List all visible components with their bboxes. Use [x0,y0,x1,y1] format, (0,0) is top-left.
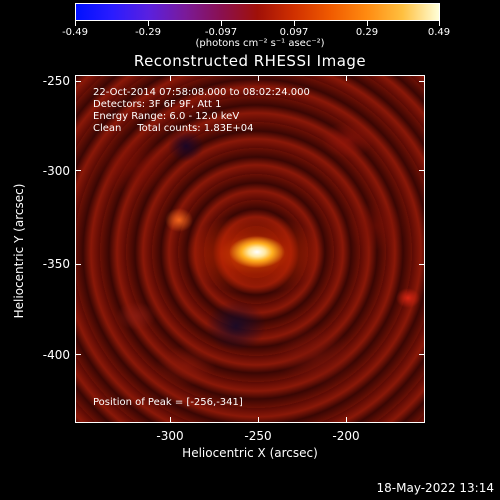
colorbar-tick-label: -0.49 [62,27,88,38]
colorbar [75,3,440,21]
peak-position: Position of Peak = [-256,-341] [93,397,243,408]
rhessi-image [75,75,425,423]
y-tick-label: -300 [42,164,70,178]
x-tick [346,417,347,423]
x-axis-title: Heliocentric X (arcsec) [182,446,318,460]
y-tick [75,264,81,265]
colorbar-tick-label: 0.097 [279,27,309,38]
y-tick [75,81,81,82]
colorbar-tick-label: 0.29 [355,27,379,38]
y-tick-label: -350 [42,257,70,271]
y-tick-right [419,81,425,82]
image-title: Reconstructed RHESSI Image [133,52,367,70]
y-tick-right [419,264,425,265]
colorbar-tick-label: -0.29 [135,27,161,38]
x-tick-top [346,75,347,81]
x-tick-top [258,75,259,81]
x-tick-label: -300 [156,429,184,443]
x-tick-label: -200 [332,429,360,443]
y-tick-right [419,354,425,355]
timestamp: 18-May-2022 13:14 [376,481,494,495]
colorbar-tick-label: 0.49 [427,27,451,38]
y-tick-right [419,170,425,171]
colorbar-tick-label: -0.097 [204,27,238,38]
y-tick-label: -400 [42,348,70,362]
x-tick-label: -250 [244,429,272,443]
x-tick [258,417,259,423]
y-tick-label: -250 [42,74,70,88]
colorbar-tick [439,21,440,26]
x-tick [170,417,171,423]
x-tick-top [170,75,171,81]
colorbar-tick [367,21,368,26]
colorbar-tick [294,21,295,26]
image-info: 22-Oct-2014 07:58:08.000 to 08:02:24.000… [93,87,310,135]
energy-range: Energy Range: 6.0 - 12.0 keV [93,111,240,122]
detectors: Detectors: 3F 6F 9F, Att 1 [93,99,222,110]
colorbar-tick [148,21,149,26]
y-axis-title: Heliocentric Y (arcsec) [12,183,26,319]
colorbar-units: (photons cm⁻² s⁻¹ asec⁻²) [195,38,325,49]
y-tick [75,354,81,355]
y-tick [75,170,81,171]
colorbar-tick [75,21,76,26]
colorbar-tick [221,21,222,26]
time-range: 22-Oct-2014 07:58:08.000 to 08:02:24.000 [93,87,310,98]
clean-total-counts: Clean Total counts: 1.83E+04 [93,123,254,134]
